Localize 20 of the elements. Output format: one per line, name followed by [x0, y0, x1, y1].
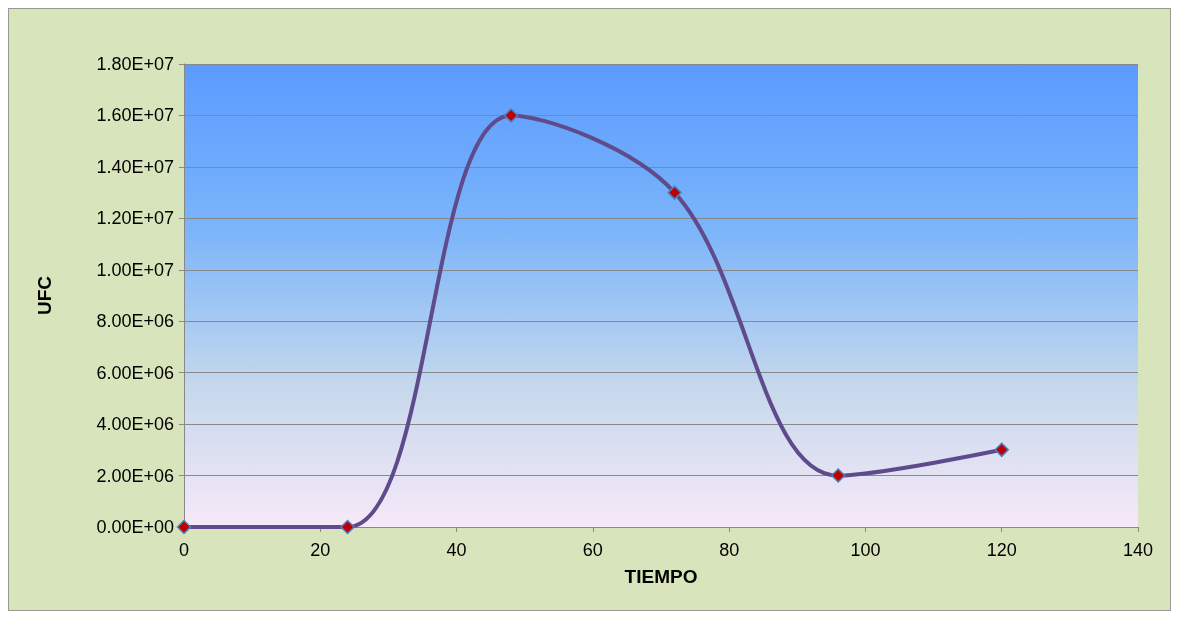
x-axis-title: TIEMPO	[624, 566, 698, 587]
x-tick-label: 100	[850, 540, 881, 560]
y-tick-label: 1.40E+07	[96, 156, 174, 177]
y-tick-label: 1.80E+07	[96, 54, 174, 74]
y-tick-label: 8.00E+06	[96, 311, 174, 332]
x-tick-label: 60	[582, 540, 603, 560]
x-tick-label: 20	[310, 540, 331, 560]
y-tick-label: 0.00E+00	[96, 517, 174, 537]
x-tick-label: 140	[1122, 540, 1154, 560]
y-tick-label: 4.00E+06	[96, 414, 174, 435]
x-tick-label: 80	[719, 540, 740, 560]
y-tick-label: 2.00E+06	[96, 465, 174, 486]
y-axis-title: UFC	[34, 275, 55, 316]
y-tick-label: 1.60E+07	[96, 105, 174, 126]
y-tick-label: 6.00E+06	[96, 362, 174, 383]
y-tick-label: 1.00E+07	[96, 259, 174, 280]
x-tick-label: 0	[178, 540, 190, 560]
x-tick-label: 40	[446, 540, 467, 560]
y-tick-label: 1.20E+07	[96, 208, 174, 229]
x-tick-label: 120	[986, 540, 1017, 560]
